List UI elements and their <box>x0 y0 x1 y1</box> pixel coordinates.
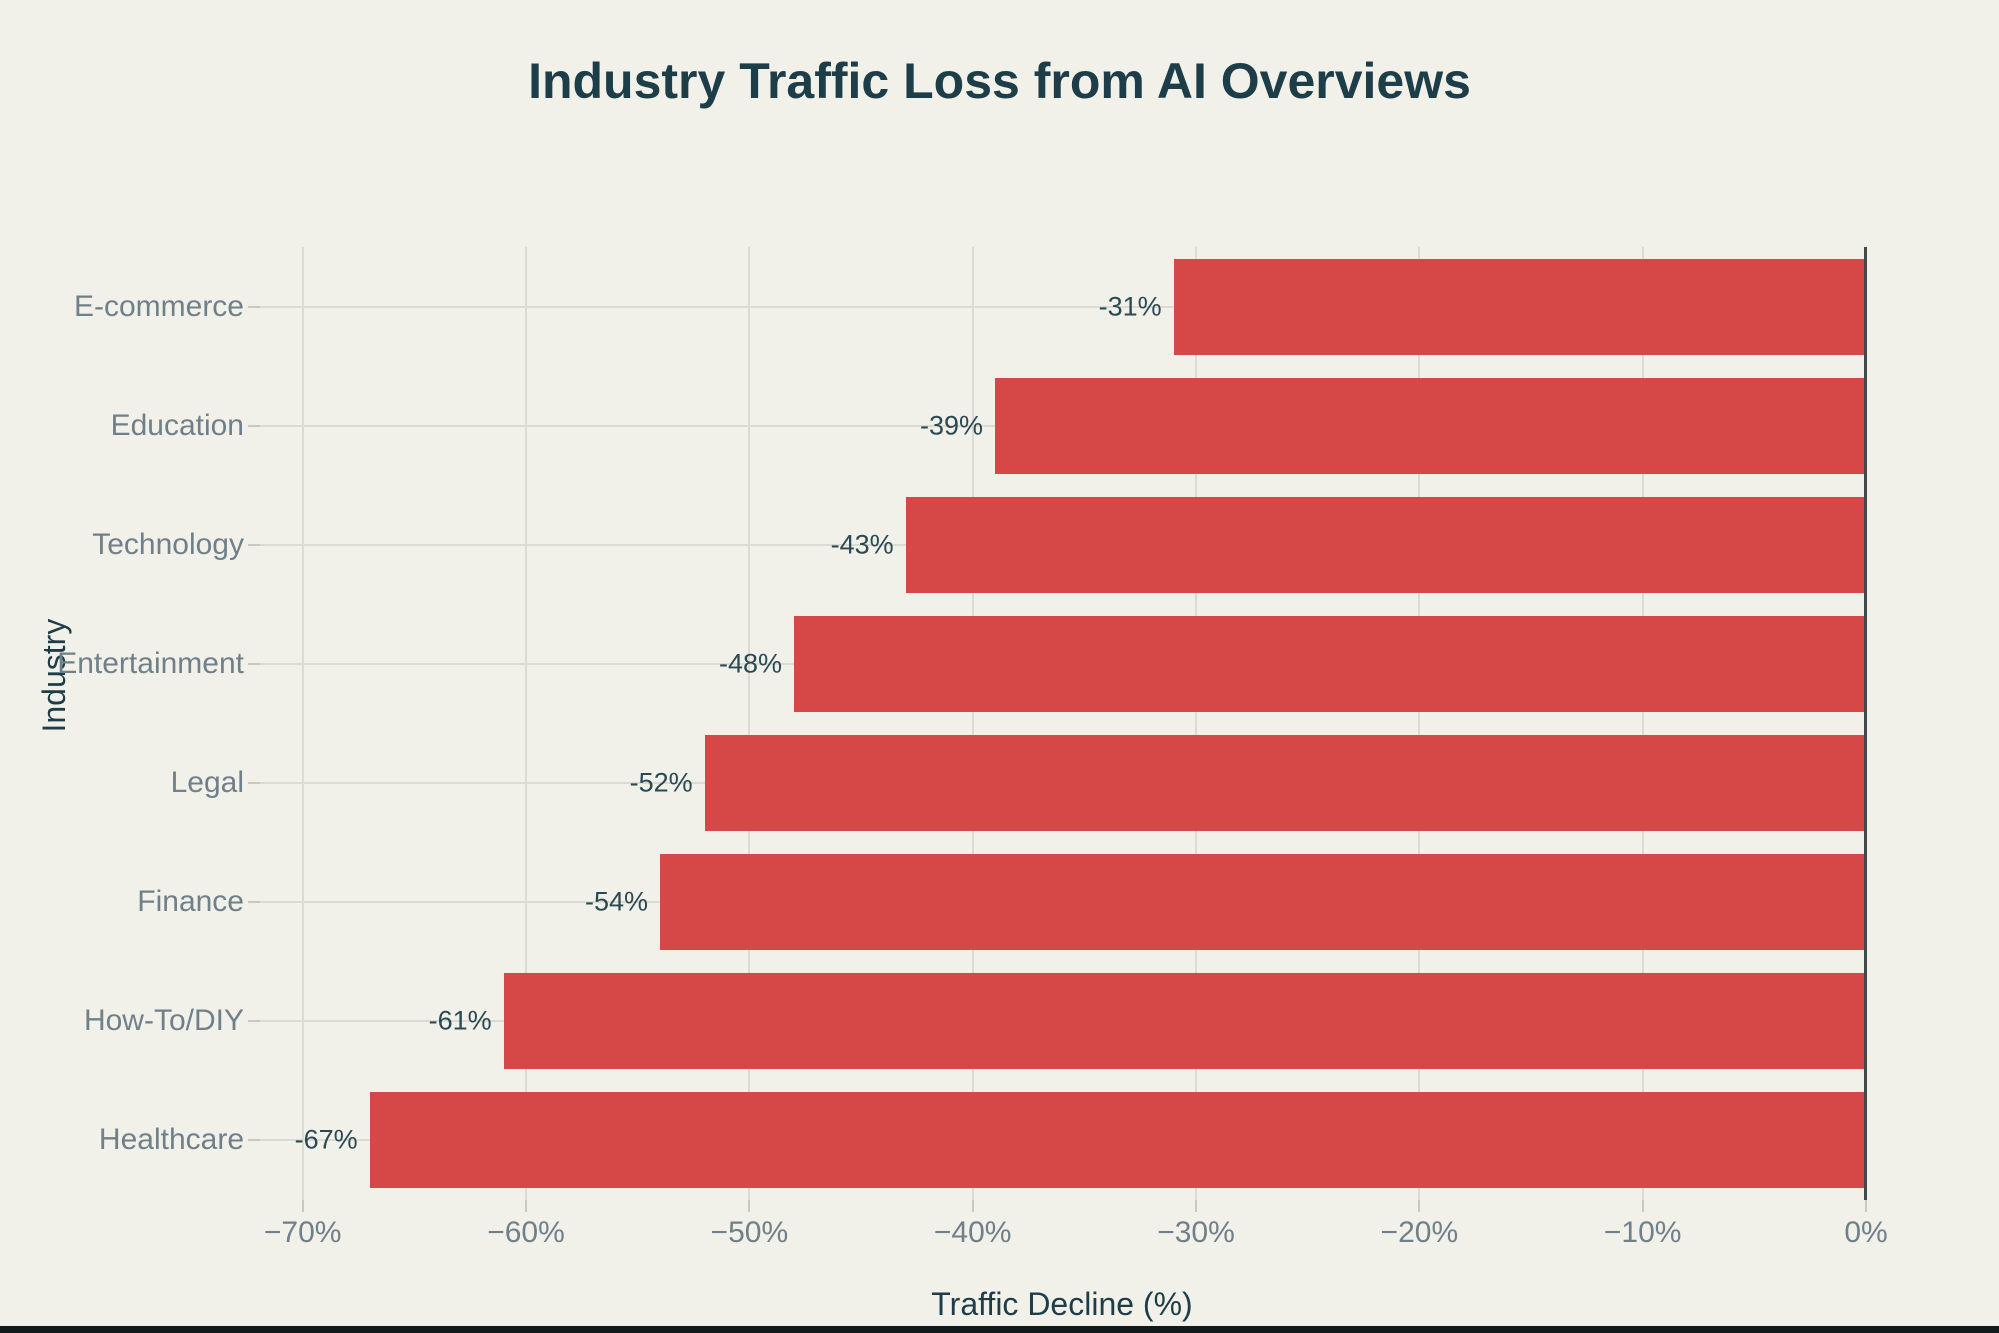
bar-finance <box>660 854 1866 951</box>
y-tick-mark <box>248 543 260 546</box>
plot-area: Traffic Decline (%) −70% −60% −50% −40% −30%… <box>57 247 1888 1322</box>
gridline-vertical <box>1641 247 1644 1200</box>
x-tick-label: −70% <box>263 1216 342 1249</box>
x-tick-mark <box>1195 1200 1197 1212</box>
bar-value-label-how-to-diy: -61% <box>428 1005 492 1036</box>
bar-e-commerce <box>1173 258 1866 355</box>
bar-legal <box>704 735 1866 832</box>
y-category-label-entertainment: Entertainment <box>57 646 244 680</box>
y-category-label-education: Education <box>110 408 244 442</box>
y-category-label-how-to-diy: How-To/DIY <box>83 1004 244 1038</box>
bottom-window-edge <box>0 1326 1999 1333</box>
y-category-label-technology: Technology <box>92 527 244 561</box>
x-tick-label: −40% <box>933 1216 1012 1249</box>
gridline-vertical <box>748 247 751 1200</box>
x-tick-label: −60% <box>487 1216 565 1249</box>
x-tick-label: −50% <box>710 1216 789 1249</box>
bar-value-label-finance: -54% <box>584 886 648 917</box>
y-tick-mark <box>248 662 260 665</box>
y-category-label-finance: Finance <box>137 885 244 919</box>
x-tick-mark <box>1865 1200 1867 1212</box>
gridline-horizontal <box>258 305 1866 308</box>
x-tick-mark <box>1641 1200 1644 1212</box>
y-tick-mark <box>248 305 260 308</box>
bar-entertainment <box>794 615 1866 712</box>
y-tick-mark <box>248 782 260 785</box>
x-tick-mark <box>525 1200 527 1212</box>
x-tick-mark <box>748 1200 751 1212</box>
y-tick-mark <box>248 901 260 904</box>
x-tick-mark <box>971 1200 974 1212</box>
gridline-vertical <box>525 247 527 1200</box>
y-tick-mark <box>248 424 260 427</box>
gridline-vertical <box>301 247 304 1200</box>
chart-title: Industry Traffic Loss from AI Overviews <box>528 53 1471 109</box>
bar-technology <box>905 496 1866 593</box>
x-tick-label: −30% <box>1157 1216 1235 1249</box>
y-tick-mark <box>248 1139 260 1142</box>
bar-healthcare <box>369 1092 1866 1189</box>
bar-value-label-entertainment: -48% <box>718 648 783 679</box>
gridline-vertical <box>1418 247 1421 1200</box>
x-tick-label: −20% <box>1380 1216 1459 1249</box>
y-category-label-e-commerce: E-commerce <box>73 289 244 323</box>
x-axis-zero-line <box>1864 247 1867 1200</box>
y-category-label-legal: Legal <box>170 766 244 800</box>
x-tick-mark <box>301 1200 304 1212</box>
y-category-label-healthcare: Healthcare <box>98 1123 244 1157</box>
gridline-vertical <box>971 247 974 1200</box>
gridline-vertical <box>1195 247 1197 1200</box>
x-tick-mark <box>1418 1200 1421 1212</box>
bar-value-label-technology: -43% <box>830 529 894 560</box>
bar-how-to-diy <box>503 973 1866 1070</box>
bar-value-label-e-commerce: -31% <box>1098 291 1162 322</box>
y-tick-mark <box>248 1020 260 1023</box>
x-tick-label: 0% <box>1844 1216 1888 1249</box>
x-axis-title: Traffic Decline (%) <box>931 1286 1193 1322</box>
bar-value-label-legal: -52% <box>629 767 693 798</box>
bar-value-label-education: -39% <box>919 410 983 441</box>
x-tick-label: −10% <box>1603 1216 1682 1249</box>
bar-value-label-healthcare: -67% <box>294 1124 358 1155</box>
bar-education <box>995 377 1866 474</box>
